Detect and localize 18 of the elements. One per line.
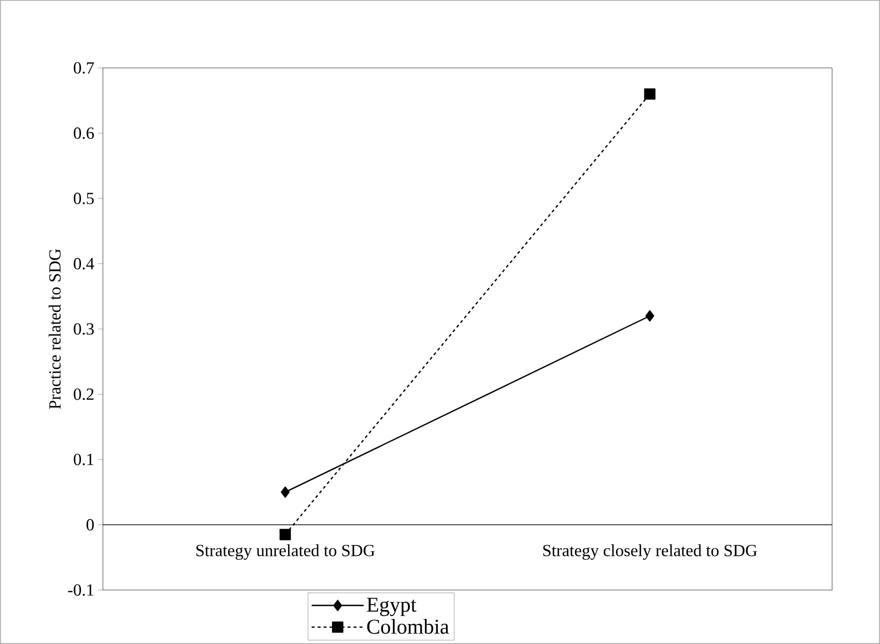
x-tick-label: Strategy closely related to SDG xyxy=(543,544,757,560)
y-tick-label: 0.3 xyxy=(74,323,94,335)
y-tick-label: -0.1 xyxy=(68,584,94,596)
y-axis-title: Practice related to SDG xyxy=(48,249,61,410)
point xyxy=(280,486,290,498)
legend-label: Colombia xyxy=(367,619,449,634)
y-tick-label: 0.1 xyxy=(74,454,94,466)
y-tick-label: 0.7 xyxy=(74,62,94,74)
legend-label: Egypt xyxy=(366,598,416,616)
x-tick-label: Strategy unrelated to SDG xyxy=(196,544,375,560)
y-tick-label: 0 xyxy=(86,519,94,531)
point xyxy=(644,88,656,100)
y-tick-label: 0.2 xyxy=(74,388,94,400)
point xyxy=(280,528,291,540)
point xyxy=(645,310,654,322)
y-tick-label: 0.5 xyxy=(74,192,94,204)
y-tick-label: 0.6 xyxy=(74,127,94,139)
y-tick-label: 0.4 xyxy=(74,258,94,270)
